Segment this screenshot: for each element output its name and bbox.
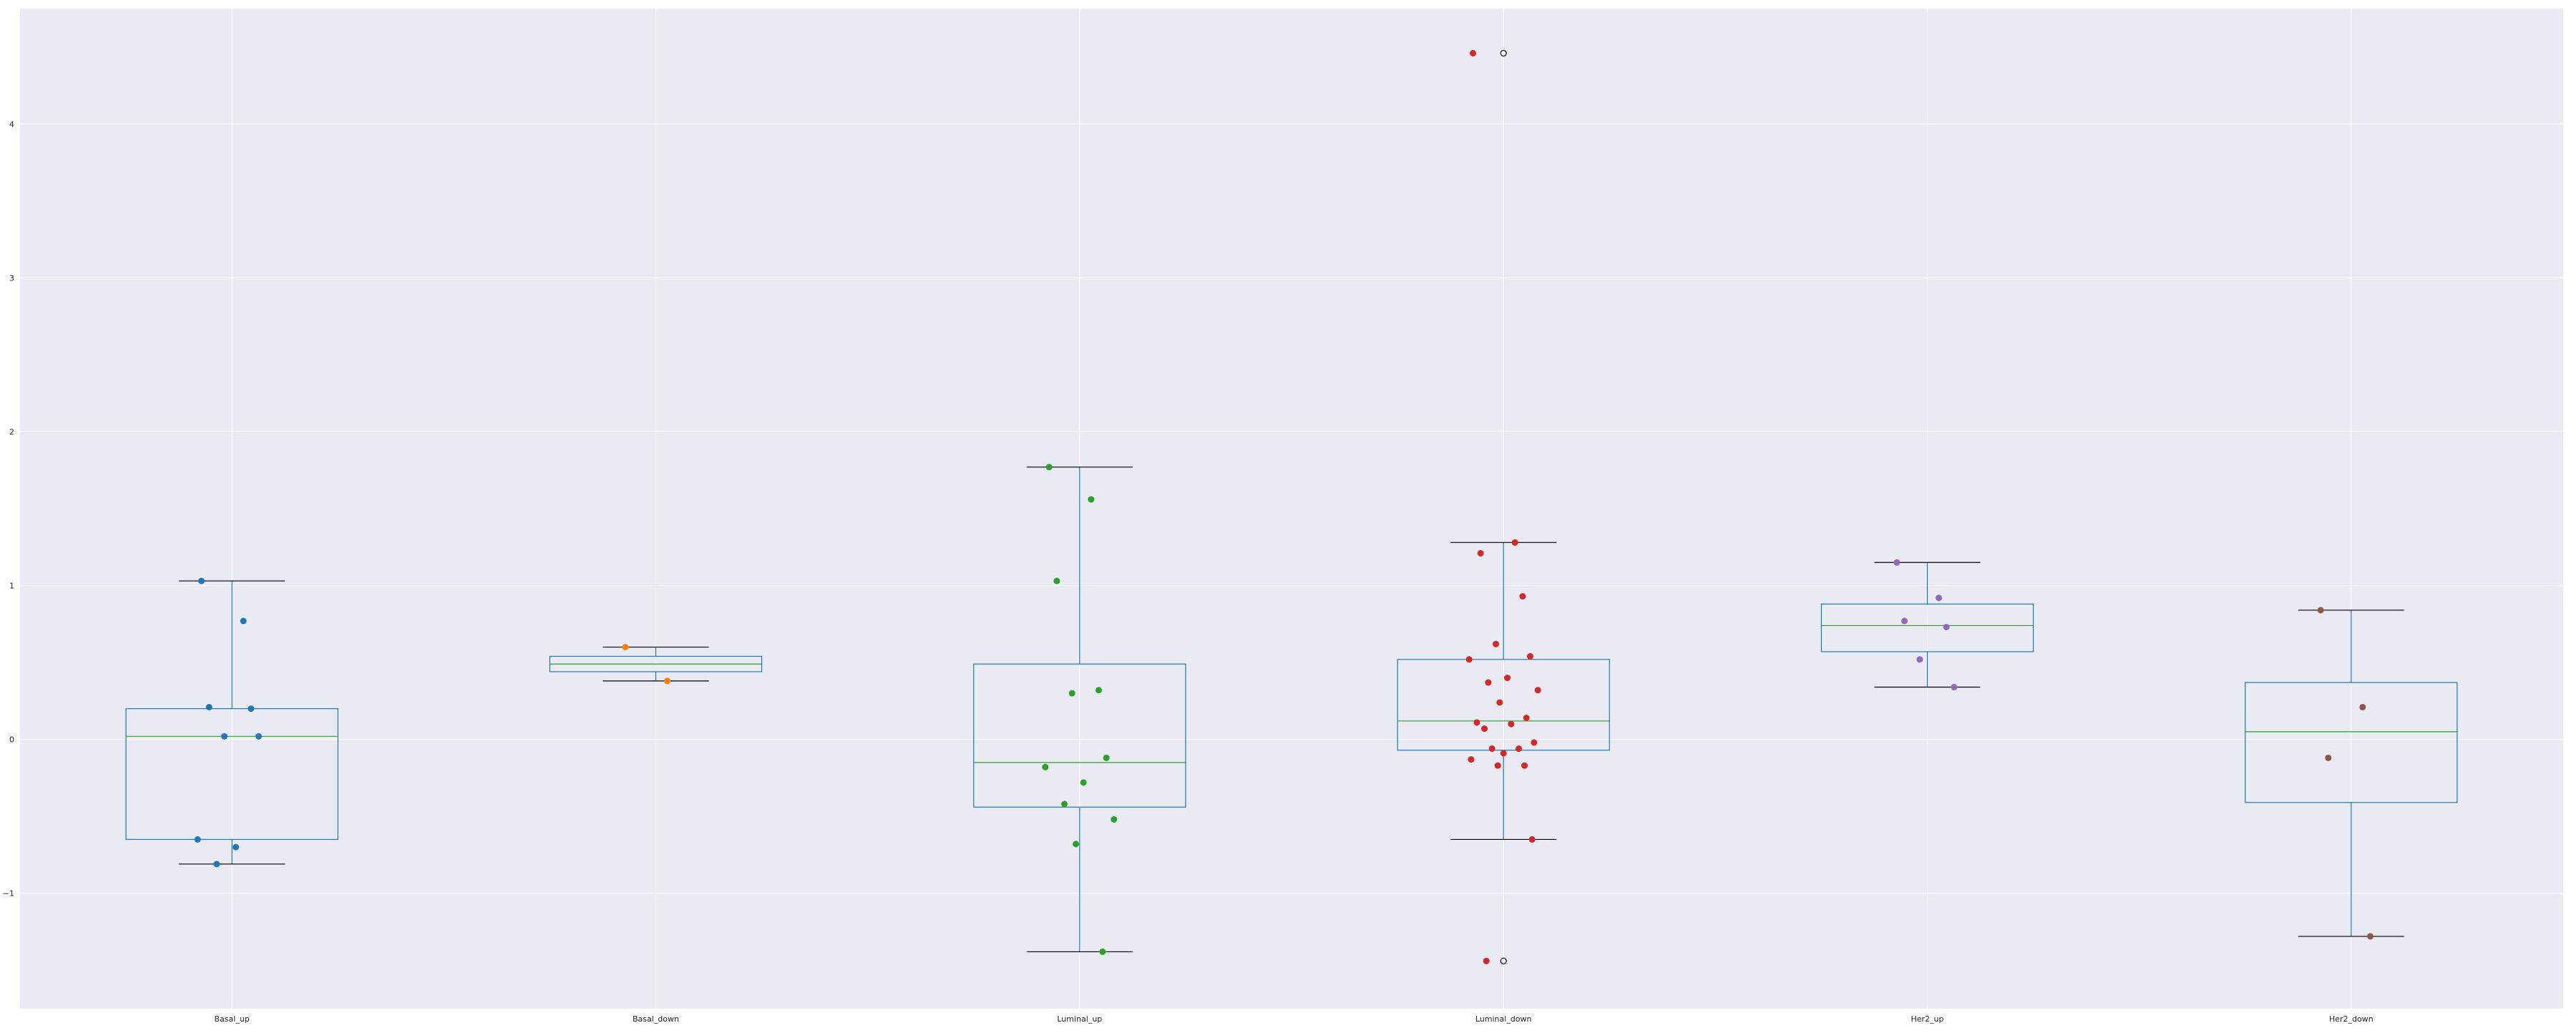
data-point [1465,656,1473,663]
outlier-marker [1500,49,1507,57]
data-point [1916,656,1923,663]
data-point [232,843,239,851]
data-point [1935,594,1942,602]
data-point [1099,948,1106,955]
plot-area: −1 0 1 2 3 4 Basal_up Basal_down Luminal_up Lumin… [3,9,2563,1024]
data-point [1485,679,1492,686]
data-point [1496,699,1503,706]
box-iqr [2245,682,2458,803]
data-point [205,703,213,710]
y-tick-label: 0 [9,735,14,745]
data-point [1481,725,1488,733]
data-point [1470,49,1477,57]
data-point [1511,539,1518,546]
y-tick-label: 2 [9,427,14,436]
box-iqr [1820,603,2034,652]
data-point [1488,745,1496,753]
data-point [1526,652,1533,660]
data-point [1068,690,1075,697]
y-tick-label: 4 [9,119,14,129]
data-point [2359,703,2366,710]
box-iqr [973,663,1186,808]
data-point [1468,756,1475,763]
x-tick-label: Her2_down [2329,1014,2373,1024]
data-point [194,836,201,843]
data-point [2317,607,2324,614]
data-point [1483,957,1490,964]
plot-panel [20,9,2563,1009]
data-point [1893,559,1901,566]
data-point [255,733,262,740]
data-point [1473,719,1480,726]
data-point [1493,640,1500,647]
data-point [1531,739,1538,746]
data-point [1528,836,1536,843]
data-point [1494,762,1501,769]
data-point [1534,687,1541,694]
data-point [1111,816,1118,823]
data-point [663,677,670,685]
data-point [248,705,255,713]
data-point [240,617,247,625]
data-point [1080,779,1087,786]
data-point [1500,750,1507,757]
data-point [2325,754,2332,761]
data-point [1519,593,1526,600]
y-tick-label: 1 [9,582,14,591]
y-tick-label: −1 [3,889,14,899]
x-tick-label: Luminal_down [1475,1014,1532,1024]
y-tick-label: 3 [9,273,14,283]
data-point [1901,617,1908,625]
data-point [221,733,228,740]
data-point [1095,687,1102,694]
data-point [1508,720,1515,728]
data-point [1045,464,1053,471]
x-tick-label: Luminal_up [1057,1014,1102,1024]
data-point [622,644,629,651]
data-point [1521,762,1528,769]
data-point [1088,496,1095,503]
data-point [1477,549,1484,557]
data-point [1951,683,1958,690]
data-point [1503,675,1511,682]
outlier-marker [1500,957,1507,964]
box-iqr [125,708,338,841]
data-point [213,861,220,868]
data-point [2366,933,2373,940]
data-point [1943,624,1950,631]
x-tick-label: Basal_up [215,1014,250,1024]
data-point [1053,577,1060,584]
data-point [1103,754,1110,761]
data-point [1061,801,1068,808]
x-tick-label: Her2_up [1911,1014,1943,1024]
data-point [1523,715,1530,722]
data-point [198,577,205,584]
data-point [1515,745,1522,753]
data-point [1042,763,1049,770]
data-point [1073,841,1080,848]
x-tick-label: Basal_down [633,1014,679,1024]
